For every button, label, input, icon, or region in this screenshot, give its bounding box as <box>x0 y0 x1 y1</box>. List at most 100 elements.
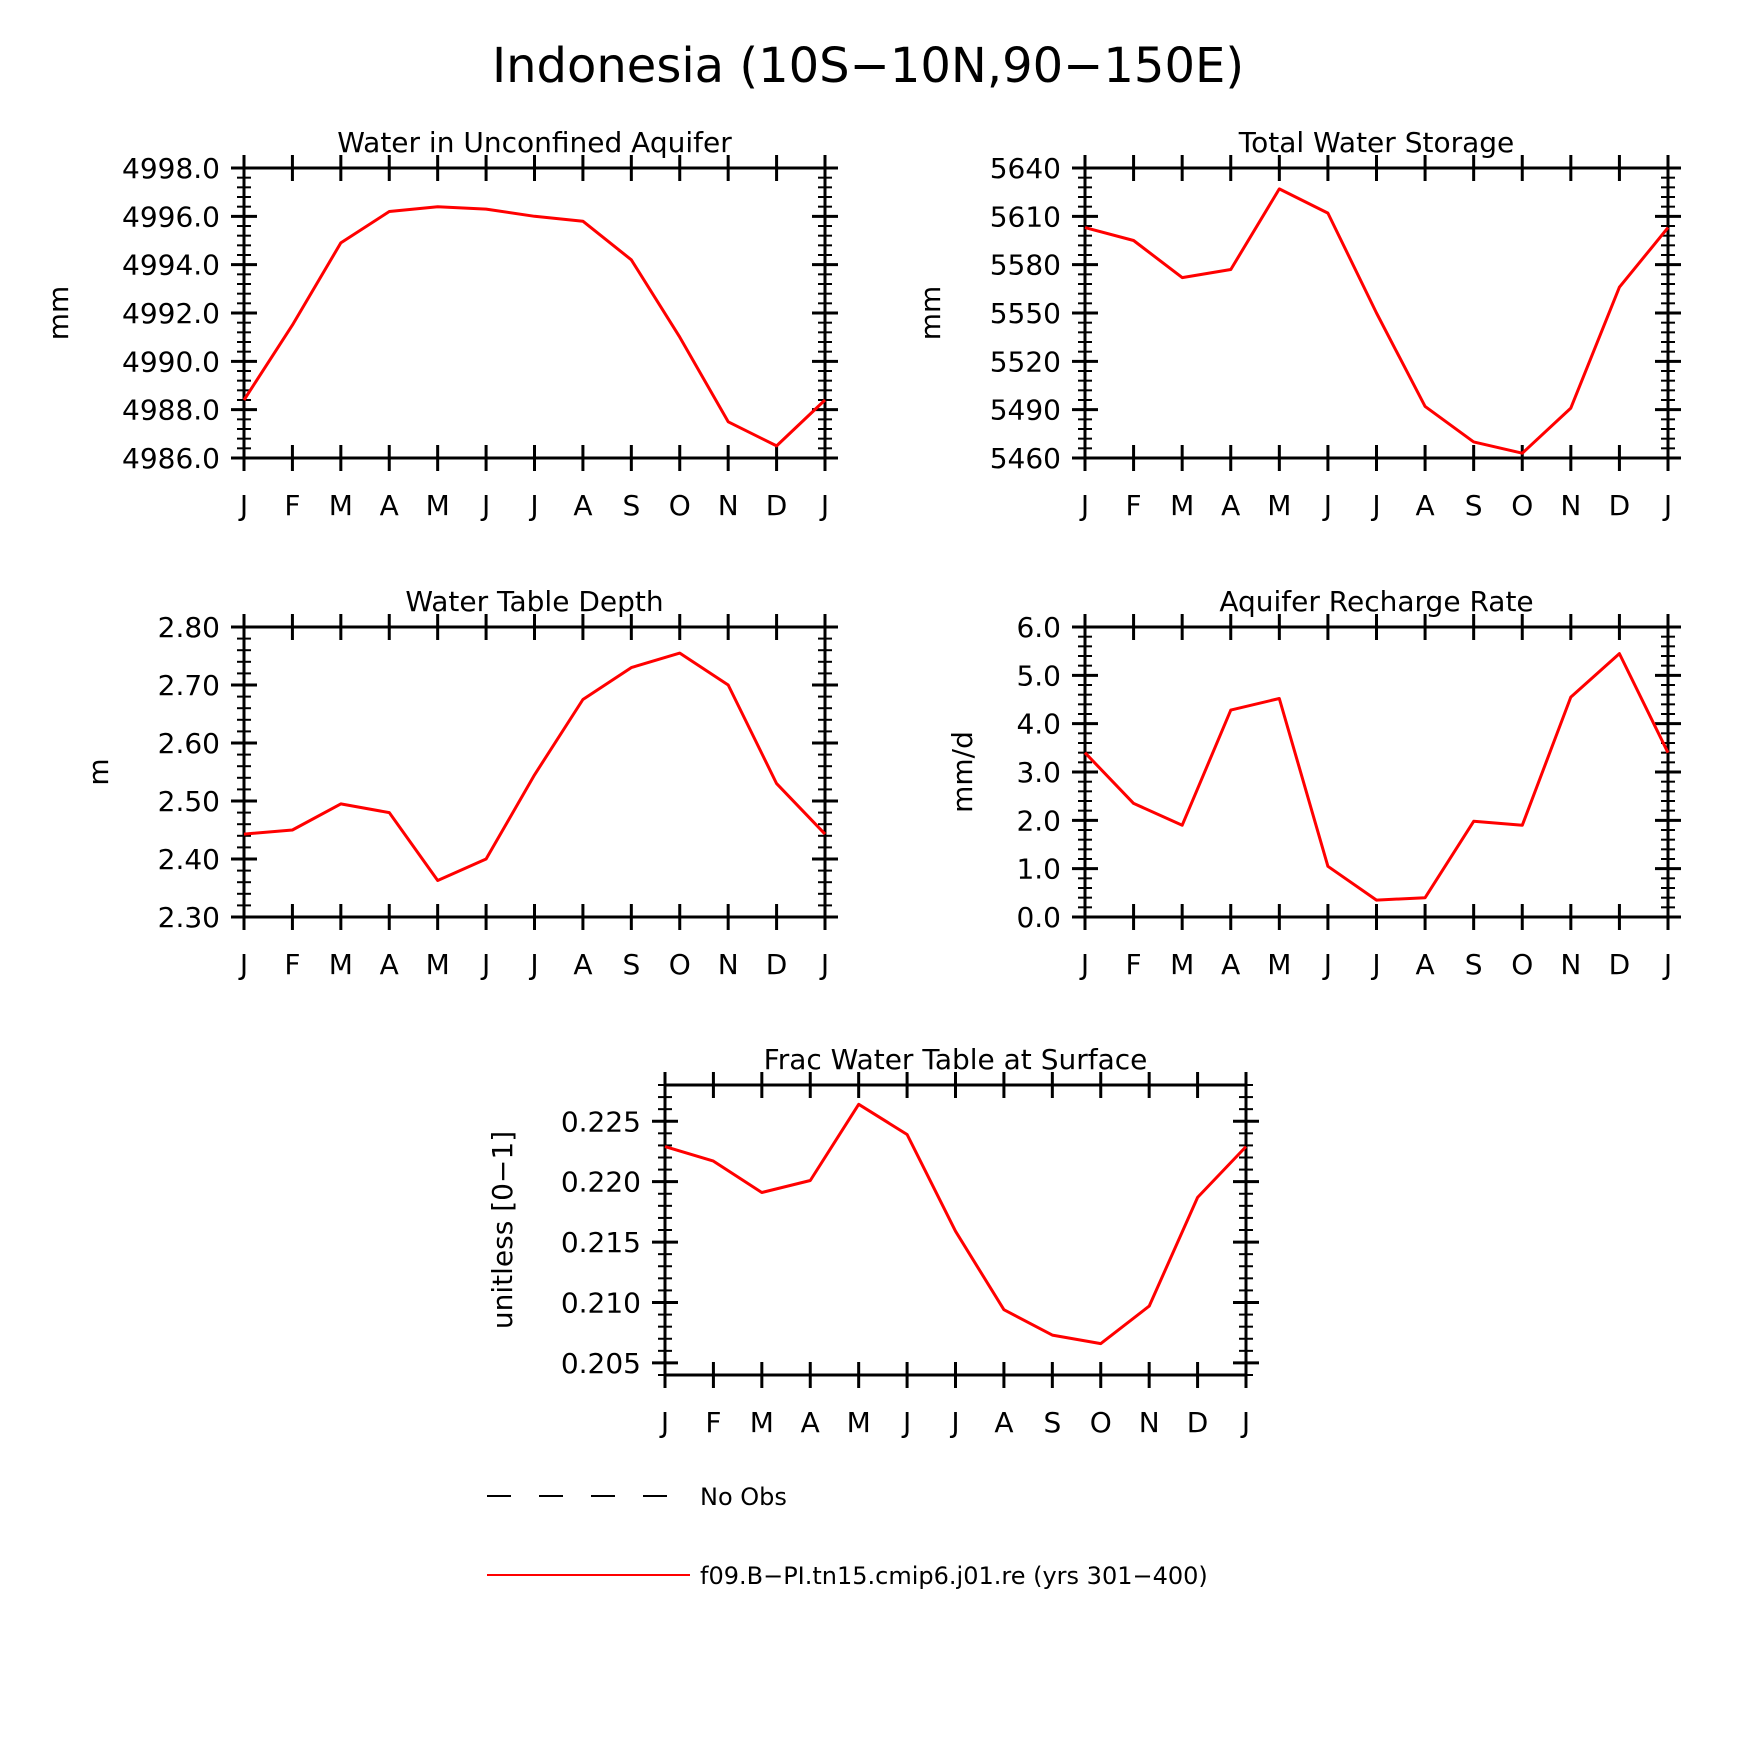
x-tick-label: J <box>901 1406 911 1439</box>
y-axis-label: mm/d <box>946 731 979 813</box>
x-tick-label: F <box>284 489 300 522</box>
x-tick-label: D <box>1187 1406 1209 1439</box>
y-tick-label: 0.0 <box>1016 901 1061 934</box>
x-tick-label: D <box>1609 948 1631 981</box>
y-axis-label: mm <box>914 286 947 341</box>
panel-title: Water in Unconfined Aquifer <box>337 126 732 159</box>
y-tick-label: 4.0 <box>1016 708 1061 741</box>
y-axis-label: mm <box>42 286 75 341</box>
x-tick-label: D <box>766 948 788 981</box>
y-tick-label: 4994.0 <box>122 249 220 282</box>
x-tick-label: J <box>659 1406 669 1439</box>
x-tick-label: F <box>1126 948 1142 981</box>
y-tick-label: 5490 <box>990 394 1061 427</box>
x-tick-label: S <box>622 489 640 522</box>
panel-title: Aquifer Recharge Rate <box>1219 585 1533 618</box>
x-tick-label: J <box>1322 948 1332 981</box>
series-line <box>1084 187 1670 455</box>
y-axis-label: m <box>82 758 115 785</box>
x-tick-label: F <box>284 948 300 981</box>
x-tick-label: D <box>766 489 788 522</box>
x-tick-label: J <box>1322 489 1332 522</box>
x-tick-label: O <box>669 948 691 981</box>
x-tick-label: N <box>718 948 739 981</box>
x-tick-label: S <box>622 948 640 981</box>
x-tick-label: J <box>1079 489 1089 522</box>
x-tick-label: A <box>994 1406 1013 1439</box>
x-tick-label: S <box>1043 1406 1061 1439</box>
series-line <box>1083 652 1670 902</box>
x-tick-label: J <box>480 489 490 522</box>
y-tick-label: 5520 <box>990 345 1061 378</box>
y-tick-label: 4998.0 <box>122 152 220 185</box>
x-tick-label: S <box>1465 489 1483 522</box>
y-tick-label: 4990.0 <box>122 345 220 378</box>
x-tick-label: J <box>1079 948 1089 981</box>
y-tick-label: 4996.0 <box>122 200 220 233</box>
x-tick-label: M <box>426 489 450 522</box>
x-tick-label: N <box>1560 489 1581 522</box>
x-tick-label: A <box>801 1406 820 1439</box>
x-tick-label: M <box>750 1406 774 1439</box>
x-tick-label: J <box>1240 1406 1250 1439</box>
x-tick-label: M <box>329 948 353 981</box>
y-axis-label: unitless [0−1] <box>486 1131 519 1329</box>
y-tick-label: 0.225 <box>561 1105 641 1138</box>
x-tick-label: M <box>847 1406 871 1439</box>
chart-panel: Aquifer Recharge Rate mm/d 0.0 1.0 2.0 3.0 4.0… <box>946 585 1681 981</box>
y-tick-label: 0.210 <box>561 1287 641 1320</box>
x-tick-label: J <box>528 948 538 981</box>
x-tick-label: J <box>949 1406 959 1439</box>
y-tick-label: 0.220 <box>561 1166 641 1199</box>
panel-title: Water Table Depth <box>405 585 663 618</box>
x-tick-label: J <box>819 489 829 522</box>
y-tick-label: 4992.0 <box>122 297 220 330</box>
y-tick-label: 2.40 <box>158 843 220 876</box>
x-tick-label: A <box>1416 948 1435 981</box>
x-tick-label: J <box>1662 489 1672 522</box>
y-tick-label: 5460 <box>990 442 1061 475</box>
y-tick-label: 4986.0 <box>122 442 220 475</box>
x-tick-label: J <box>238 489 248 522</box>
chart-panel: Frac Water Table at Surface unitless [0−1… <box>486 1043 1259 1439</box>
x-tick-label: A <box>1221 489 1240 522</box>
y-tick-label: 5550 <box>990 297 1061 330</box>
x-tick-label: A <box>573 948 592 981</box>
y-tick-label: 2.0 <box>1016 804 1061 837</box>
chart-panel: Water in Unconfined Aquifer mm 4986.0 4988.… <box>42 126 838 522</box>
plot-frame <box>1083 625 1670 919</box>
x-tick-label: M <box>426 948 450 981</box>
y-tick-label: 5580 <box>990 249 1061 282</box>
y-tick-label: 2.80 <box>158 611 220 644</box>
x-tick-label: A <box>1416 489 1435 522</box>
x-tick-label: F <box>1126 489 1142 522</box>
x-tick-label: O <box>1090 1406 1112 1439</box>
y-tick-label: 2.70 <box>158 669 220 702</box>
series-line <box>243 651 827 882</box>
y-tick-label: 4988.0 <box>122 394 220 427</box>
x-tick-label: J <box>819 948 829 981</box>
x-tick-label: J <box>1370 948 1380 981</box>
x-tick-label: A <box>573 489 592 522</box>
x-tick-label: J <box>1662 948 1672 981</box>
x-tick-label: J <box>528 489 538 522</box>
y-tick-label: 2.30 <box>158 901 220 934</box>
y-tick-label: 5610 <box>990 200 1061 233</box>
plot-frame <box>242 166 827 460</box>
x-tick-label: N <box>1560 948 1581 981</box>
x-tick-label: M <box>1170 948 1194 981</box>
x-tick-label: N <box>718 489 739 522</box>
x-tick-label: M <box>1267 489 1291 522</box>
chart-panel: Total Water Storage mm 5460 5490 5520 5550 558… <box>914 126 1681 522</box>
figure-title: Indonesia (10S−10N,90−150E) <box>492 38 1244 94</box>
plot-frame <box>242 625 827 919</box>
x-tick-label: M <box>329 489 353 522</box>
x-tick-label: D <box>1609 489 1631 522</box>
legend-obs-label: No Obs <box>700 1483 787 1511</box>
x-tick-label: A <box>1221 948 1240 981</box>
x-tick-label: N <box>1139 1406 1160 1439</box>
y-tick-label: 2.60 <box>158 727 220 760</box>
y-tick-label: 1.0 <box>1016 853 1061 886</box>
series-line <box>242 205 827 448</box>
